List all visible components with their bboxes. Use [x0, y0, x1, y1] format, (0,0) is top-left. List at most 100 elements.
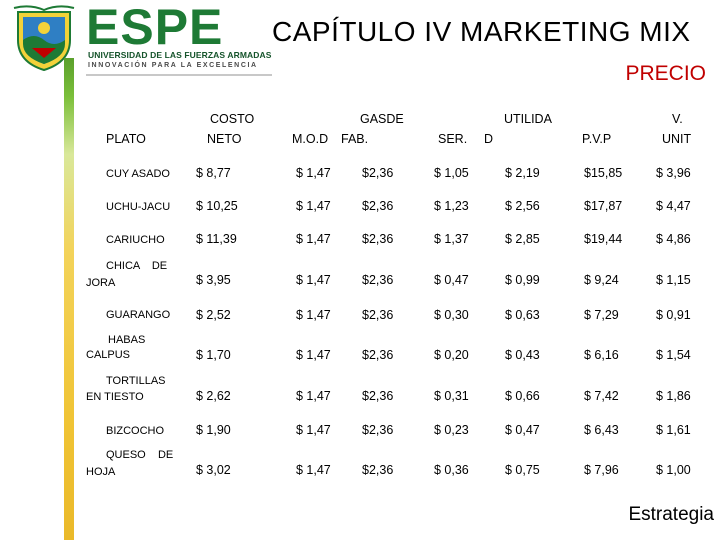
header-vunit-line1: V. — [672, 112, 683, 126]
chapter-title: CAPÍTULO IV MARKETING MIX — [272, 16, 691, 47]
brand-block: ESPE UNIVERSIDAD DE LAS FUERZAS ARMADAS … — [86, 0, 272, 76]
header-vunit-line2: UNIT — [662, 132, 692, 146]
cell-ser: $ 0,36 — [434, 463, 469, 477]
cell-ser: $ 1,05 — [434, 166, 469, 180]
cell-pvp: $ 9,24 — [584, 273, 619, 287]
header-gas-line1: GASDE — [360, 112, 404, 126]
cell-costo: $ 10,25 — [196, 199, 238, 213]
cell-ser: $ 1,23 — [434, 199, 469, 213]
cell-gas: $2,36 — [362, 389, 394, 403]
cell-pvp: $ 7,96 — [584, 463, 619, 477]
cell-ser: $ 0,47 — [434, 273, 469, 287]
cell-ser: $ 0,30 — [434, 308, 469, 322]
header-mod: M.O.D — [292, 132, 329, 146]
cell-pvp: $17,87 — [584, 199, 623, 213]
cell-pvp: $ 7,29 — [584, 308, 619, 322]
row-name-line2: CALPUS — [86, 349, 131, 361]
slide-header: ESPE UNIVERSIDAD DE LAS FUERZAS ARMADAS … — [0, 0, 720, 90]
cell-utilidad: $ 0,43 — [505, 348, 540, 362]
cell-utilidad: $ 0,99 — [505, 273, 540, 287]
university-name: UNIVERSIDAD DE LAS FUERZAS ARMADAS — [88, 50, 272, 60]
cell-mod: $ 1,47 — [296, 199, 331, 213]
footer-label: Estrategia — [628, 504, 714, 525]
cell-mod: $ 1,47 — [296, 273, 331, 287]
row-name-line1: TORTILLAS — [106, 375, 166, 387]
cell-utilidad: $ 2,19 — [505, 166, 540, 180]
header-ser: SER. — [438, 132, 468, 146]
cell-costo: $ 11,39 — [196, 232, 237, 246]
cell-vunit: $ 1,61 — [656, 423, 691, 437]
cell-vunit: $ 4,86 — [656, 232, 691, 246]
university-motto: INNOVACIÓN PARA LA EXCELENCIA — [88, 62, 258, 69]
cell-ser: $ 0,23 — [434, 423, 469, 437]
cell-mod: $ 1,47 — [296, 232, 331, 246]
cell-utilidad: $ 0,75 — [505, 463, 540, 477]
cell-ser: $ 0,20 — [434, 348, 469, 362]
row-name-line1: CHICA DE — [106, 260, 168, 272]
cell-gas: $2,36 — [362, 308, 394, 322]
cell-gas: $2,36 — [362, 166, 394, 180]
cell-vunit: $ 3,96 — [656, 166, 691, 180]
cell-utilidad: $ 0,47 — [505, 423, 540, 437]
cell-utilidad: $ 0,63 — [505, 308, 540, 322]
cell-ser: $ 1,37 — [434, 232, 469, 246]
brand-word: ESPE — [86, 0, 224, 55]
row-name-line2: EN TIESTO — [86, 391, 144, 403]
row-name-line2: HOJA — [86, 466, 116, 478]
row-name-line1: GUARANGO — [106, 309, 171, 321]
header-utilidad-line1: UTILIDA — [504, 112, 552, 126]
cell-utilidad: $ 0,66 — [505, 389, 540, 403]
header-pvp: P.V.P — [582, 132, 612, 146]
cell-pvp: $15,85 — [584, 166, 623, 180]
row-name-line1: UCHU-JACU — [106, 201, 171, 213]
cell-vunit: $ 1,15 — [656, 273, 691, 287]
cell-utilidad: $ 2,56 — [505, 199, 540, 213]
cell-vunit: $ 1,00 — [656, 463, 691, 477]
cell-gas: $2,36 — [362, 273, 394, 287]
section-title: PRECIO — [625, 62, 706, 85]
cell-mod: $ 1,47 — [296, 308, 331, 322]
brand-divider — [86, 74, 272, 76]
cell-gas: $2,36 — [362, 199, 394, 213]
espe-logo: ESPE UNIVERSIDAD DE LAS FUERZAS ARMADAS … — [8, 0, 272, 76]
header-costo-line1: COSTO — [210, 112, 255, 126]
cell-gas: $2,36 — [362, 423, 394, 437]
cell-ser: $ 0,31 — [434, 389, 469, 403]
cell-costo: $ 1,70 — [196, 348, 231, 362]
row-name-line1: QUESO DE — [106, 449, 174, 461]
cell-gas: $2,36 — [362, 463, 394, 477]
cell-costo: $ 3,02 — [196, 463, 231, 477]
cell-gas: $2,36 — [362, 232, 394, 246]
cell-pvp: $ 6,43 — [584, 423, 619, 437]
header-utilidad-line2: D — [484, 132, 494, 146]
cell-costo: $ 8,77 — [196, 166, 231, 180]
cell-mod: $ 1,47 — [296, 463, 331, 477]
cell-mod: $ 1,47 — [296, 389, 331, 403]
row-name-line1: HABAS — [108, 334, 146, 346]
cell-pvp: $ 6,16 — [584, 348, 619, 362]
decorative-side-bar — [64, 58, 74, 540]
cell-mod: $ 1,47 — [296, 166, 331, 180]
row-name-line1: CARIUCHO — [106, 234, 165, 246]
cell-vunit: $ 4,47 — [656, 199, 691, 213]
cell-mod: $ 1,47 — [296, 423, 331, 437]
header-plato: PLATO — [106, 132, 146, 146]
cell-vunit: $ 1,86 — [656, 389, 691, 403]
row-name-line1: CUY ASADO — [106, 168, 170, 180]
row-name-line1: BIZCOCHO — [106, 425, 165, 437]
cell-vunit: $ 1,54 — [656, 348, 691, 362]
cell-pvp: $19,44 — [584, 232, 623, 246]
header-gas-line2: FAB. — [341, 132, 369, 146]
university-seal-icon — [13, 5, 75, 72]
cell-costo: $ 3,95 — [196, 273, 231, 287]
cell-utilidad: $ 2,85 — [505, 232, 540, 246]
cell-gas: $2,36 — [362, 348, 394, 362]
cell-vunit: $ 0,91 — [656, 308, 691, 322]
cell-costo: $ 2,52 — [196, 308, 231, 322]
cell-mod: $ 1,47 — [296, 348, 331, 362]
cell-costo: $ 2,62 — [196, 389, 231, 403]
cell-pvp: $ 7,42 — [584, 389, 619, 403]
row-name-line2: JORA — [86, 277, 116, 289]
cell-costo: $ 1,90 — [196, 423, 231, 437]
